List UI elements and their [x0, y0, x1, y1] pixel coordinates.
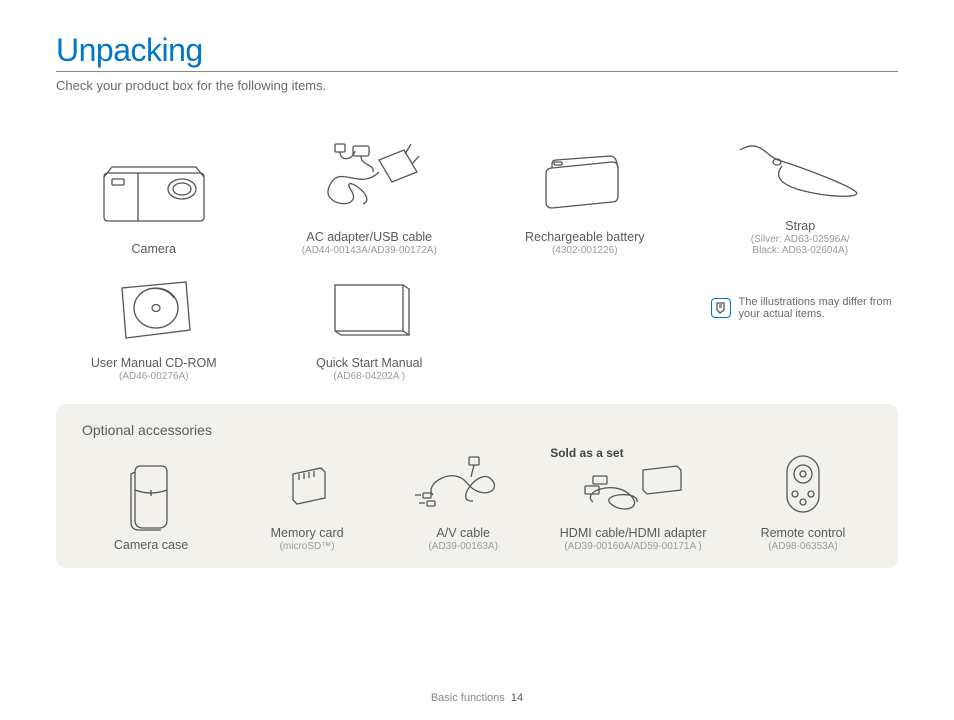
memcard-icon	[277, 450, 337, 520]
item-partno: (AD44-00143A/AD39-00172A)	[302, 245, 437, 256]
item-partno: (AD46-00276A)	[119, 371, 188, 382]
item-label: User Manual CD-ROM	[91, 356, 217, 370]
footer-section: Basic functions	[431, 692, 505, 704]
set-label: Sold as a set	[550, 446, 716, 460]
footer-page: 14	[511, 692, 523, 704]
spacer	[487, 266, 683, 382]
cdrom-icon	[104, 266, 204, 350]
item-label: Rechargeable battery	[525, 230, 645, 244]
item-label: Camera	[132, 242, 176, 256]
page-title: Unpacking	[56, 32, 898, 69]
adapter-icon	[309, 140, 429, 224]
item-label: Memory card	[271, 526, 344, 540]
item-avcable: A/V cable (AD39-00163A)	[394, 448, 532, 552]
item-strap: Strap (Silver: AD63-02596A/ Black: AD63-…	[703, 129, 899, 256]
page: Unpacking Check your product box for the…	[0, 0, 954, 568]
item-label: HDMI cable/HDMI adapter	[560, 526, 707, 540]
item-partno: (4302-001226)	[552, 245, 618, 256]
item-partno: (AD39-00160A/AD59-00171A )	[564, 541, 701, 552]
item-adapter: AC adapter/USB cable (AD44-00143A/AD39-0…	[272, 129, 468, 256]
item-label: Remote control	[761, 526, 846, 540]
note-cell: The illustrations may differ from your a…	[703, 266, 899, 382]
page-subtitle: Check your product box for the following…	[56, 78, 898, 93]
item-qsm: Quick Start Manual (AD68-04202A )	[272, 266, 468, 382]
note-text: The illustrations may differ from your a…	[739, 296, 899, 320]
item-camera: Camera	[56, 129, 252, 256]
title-rule	[56, 71, 898, 72]
optional-accessories: Optional accessories Camera case	[56, 404, 898, 568]
item-partno: (AD39-00163A)	[428, 541, 497, 552]
item-case: Camera case	[82, 448, 220, 552]
remote-icon	[773, 450, 833, 520]
page-footer: Basic functions 14	[0, 692, 954, 704]
item-memcard: Memory card (microSD™)	[238, 448, 376, 552]
item-label: AC adapter/USB cable	[306, 230, 432, 244]
item-label: Quick Start Manual	[316, 356, 422, 370]
optional-grid: Camera case Memory card (microSD™)	[82, 448, 872, 552]
item-partno: (AD68-04202A )	[333, 371, 405, 382]
avcable-icon	[413, 450, 513, 520]
item-cdrom: User Manual CD-ROM (AD46-00276A)	[56, 266, 252, 382]
camera-icon	[94, 152, 214, 236]
item-partno: (Silver: AD63-02596A/ Black: AD63-02604A…	[751, 234, 850, 256]
item-partno: (microSD™)	[280, 541, 335, 552]
strap-icon	[730, 129, 870, 213]
note: The illustrations may differ from your a…	[711, 296, 899, 320]
set-column: Sold as a set HDMI cable/HDMI adapter (A…	[550, 448, 716, 552]
item-partno: (AD98-06353A)	[768, 541, 837, 552]
item-battery: Rechargeable battery (4302-001226)	[487, 129, 683, 256]
item-hdmi: HDMI cable/HDMI adapter (AD39-00160A/AD5…	[550, 462, 716, 552]
battery-icon	[540, 140, 630, 224]
optional-heading: Optional accessories	[82, 422, 872, 438]
manual-icon	[319, 266, 419, 350]
included-items-grid: Camera AC adapter/USB cable (AD44-00143A…	[56, 129, 898, 382]
case-icon	[121, 462, 181, 532]
item-remote: Remote control (AD98-06353A)	[734, 448, 872, 552]
hdmi-icon	[573, 462, 693, 520]
item-label: A/V cable	[436, 526, 490, 540]
item-label: Camera case	[114, 538, 188, 552]
note-icon	[711, 298, 731, 318]
item-label: Strap	[785, 219, 815, 233]
